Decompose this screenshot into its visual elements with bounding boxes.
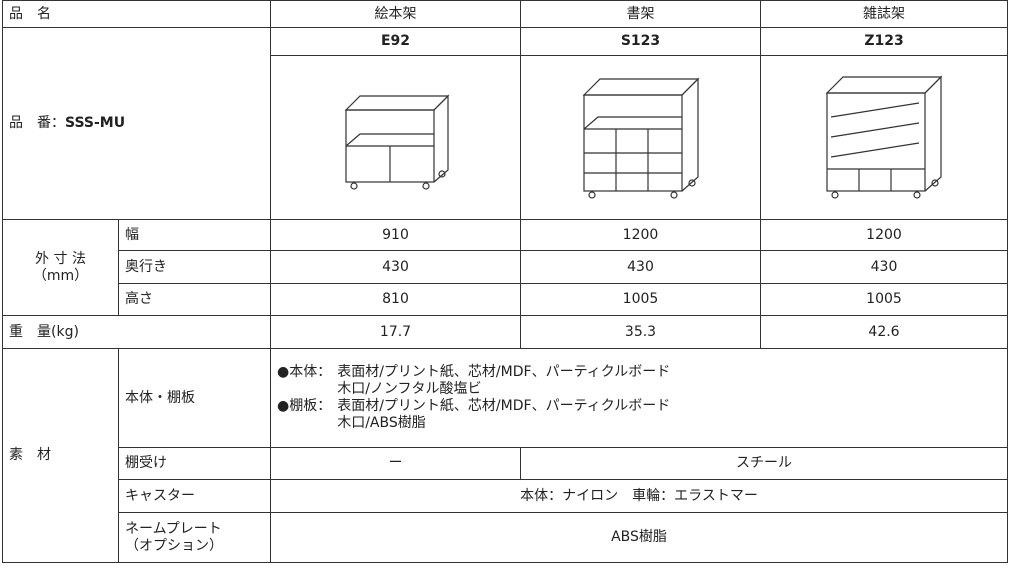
row: 品 番：SSS-MU E92 S123 Z123	[2, 27, 1008, 220]
value-cell: 430	[760, 250, 1008, 284]
spec-table: 品 名 絵本架 書架 雑誌架 品 番：SSS-MU E92 S123 Z123 …	[2, 0, 1008, 563]
row: 素 材 本体・棚板 ●本体： 表面材/プリント紙、芯材/MDF、パーティクルボード…	[2, 348, 1008, 563]
row: 棚受け ー スチール	[3, 447, 1008, 480]
shelf-icon	[582, 77, 699, 199]
sub-label: 高さ	[118, 283, 271, 316]
row: キャスター 本体：ナイロン 車輪：エラストマー	[3, 479, 1008, 513]
shelf-icon	[344, 94, 449, 190]
sub-label: 奥行き	[118, 250, 271, 284]
material-list: ●本体： 表面材/プリント紙、芯材/MDF、パーティクルボード 木口/ノンフタル酸…	[277, 364, 1001, 432]
label-cell: 外 寸 法（mm）	[2, 219, 119, 316]
code-cell: Z123	[760, 27, 1008, 56]
value-cell: 42.6	[760, 315, 1008, 349]
code-cell: S123	[520, 27, 761, 56]
header-cell: 書架	[520, 0, 761, 28]
row: 重 量(kg) 17.7 35.3 42.6	[2, 315, 1008, 349]
sub-label-line: （オプション）	[125, 537, 223, 554]
value-cell: 430	[520, 250, 761, 284]
value-cell: 1200	[760, 219, 1008, 251]
label-cell: 重 量(kg)	[2, 315, 271, 349]
material-cell: ●本体： 表面材/プリント紙、芯材/MDF、パーティクルボード 木口/ノンフタル酸…	[270, 348, 1008, 448]
value-cell: スチール	[520, 447, 1008, 480]
material-line: 木口/ABS樹脂	[337, 415, 426, 431]
value-cell: 910	[270, 219, 521, 251]
value-cell: 35.3	[520, 315, 761, 349]
image-cell	[760, 55, 1008, 220]
value-cell: 1005	[760, 283, 1008, 316]
header-cell: 絵本架	[270, 0, 521, 28]
sub-label: 幅	[118, 219, 271, 251]
value-cell: 17.7	[270, 315, 521, 349]
dim-unit: （mm）	[32, 267, 89, 284]
row: 奥行き 430 430 430	[3, 250, 1008, 284]
value-cell: 本体：ナイロン 車輪：エラストマー	[270, 479, 1008, 513]
material-line: 表面材/プリント紙、芯材/MDF、パーティクルボード	[337, 398, 671, 414]
code-label: 品 番：	[9, 115, 65, 131]
value-cell: 1005	[520, 283, 761, 316]
row: 外 寸 法（mm） 幅 910 1200 1200	[2, 219, 1008, 316]
image-cell	[270, 55, 521, 220]
value-cell: 1200	[520, 219, 761, 251]
sub-label: 本体・棚板	[118, 348, 271, 448]
row: ネームプレート （オプション） ABS樹脂	[3, 512, 1008, 563]
label-cell: 品 名	[2, 0, 271, 28]
material-head: ●本体：	[277, 364, 332, 380]
sub-label: 棚受け	[118, 447, 271, 480]
material-line: 表面材/プリント紙、芯材/MDF、パーティクルボード	[337, 364, 671, 380]
sub-label: ネームプレート （オプション）	[118, 512, 271, 563]
header-cell: 雑誌架	[760, 0, 1008, 28]
label-cell: 品 番：SSS-MU	[2, 27, 271, 220]
shelf-icon	[825, 75, 943, 199]
image-cell	[520, 55, 761, 220]
value-cell: 810	[270, 283, 521, 316]
sub-label: キャスター	[118, 479, 271, 513]
row	[3, 55, 1008, 220]
sub-label-line: ネームプレート	[125, 520, 222, 537]
row: 高さ 810 1005 1005	[3, 283, 1008, 316]
value-cell: 430	[270, 250, 521, 284]
value-cell: ABS樹脂	[270, 512, 1008, 563]
value-cell: ー	[270, 447, 521, 480]
code-series: SSS-MU	[65, 115, 126, 131]
material-line: 木口/ノンフタル酸塩ビ	[337, 381, 482, 397]
dim-label: 外 寸 法	[35, 250, 86, 267]
material-head: ●棚板：	[277, 398, 332, 414]
code-cell: E92	[270, 27, 521, 56]
row: 品 名 絵本架 書架 雑誌架	[2, 0, 1008, 28]
label-cell: 素 材	[2, 348, 119, 563]
